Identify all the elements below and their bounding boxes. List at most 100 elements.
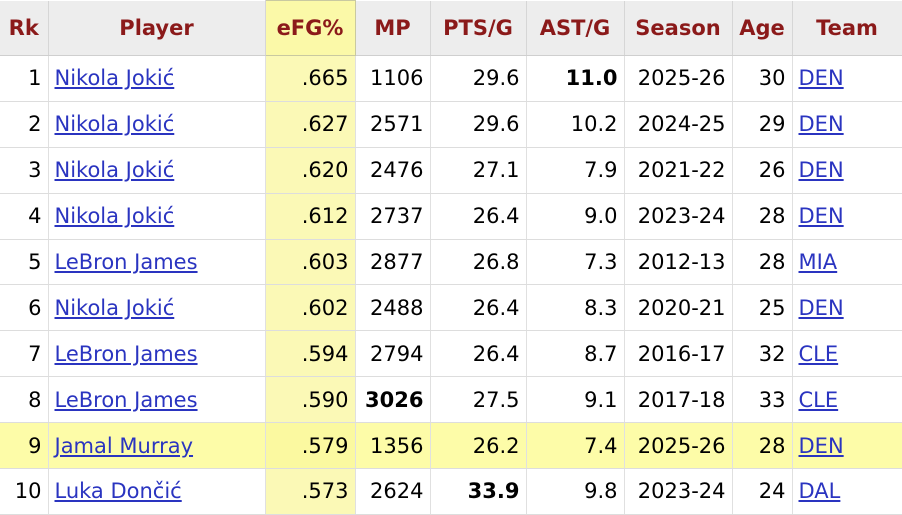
age-cell: 26: [732, 147, 793, 194]
mp-cell-leader: 3026: [355, 376, 431, 424]
header-efg-sorted[interactable]: eFG%: [264, 0, 356, 56]
season-cell: 2017-18: [624, 376, 733, 424]
header-pts-per-game[interactable]: PTS/G: [430, 0, 527, 56]
efg-cell: .594: [265, 330, 356, 378]
rank-cell: 1: [0, 55, 49, 102]
table-row-highlighted: 9 Jamal Murray .579 1356 26.2 7.4 2025-2…: [0, 422, 902, 470]
player-link[interactable]: LeBron James: [54, 387, 198, 412]
team-link[interactable]: MIA: [798, 250, 838, 274]
team-link[interactable]: DAL: [798, 479, 841, 504]
pts-cell: 27.1: [430, 147, 527, 194]
mp-cell: 2794: [355, 330, 431, 378]
age-cell: 28: [732, 422, 793, 470]
pts-cell: 26.4: [430, 284, 527, 332]
ast-cell: 9.8: [526, 468, 625, 515]
pts-cell: 29.6: [430, 101, 527, 148]
player-link[interactable]: Nikola Jokić: [54, 204, 175, 229]
player-link[interactable]: Luka Dončić: [54, 479, 182, 504]
rank-cell: 5: [0, 239, 49, 286]
age-cell: 29: [732, 101, 793, 148]
rank-cell: 9: [0, 422, 49, 470]
season-cell: 2023-24: [624, 468, 733, 515]
rank-cell: 2: [0, 101, 49, 148]
ast-cell: 7.9: [526, 147, 625, 194]
season-cell: 2020-21: [624, 284, 733, 332]
team-link[interactable]: DEN: [798, 158, 844, 183]
efg-cell: .665: [265, 55, 356, 102]
rank-cell: 7: [0, 330, 49, 378]
rank-cell: 4: [0, 193, 49, 240]
player-link[interactable]: Nikola Jokić: [54, 158, 175, 183]
season-cell: 2021-22: [624, 147, 733, 194]
rank-cell: 3: [0, 147, 49, 194]
season-cell: 2024-25: [624, 101, 733, 148]
mp-cell: 2624: [355, 468, 431, 515]
mp-cell: 2877: [355, 239, 431, 286]
player-link[interactable]: LeBron James: [54, 341, 198, 366]
mp-cell: 2488: [355, 284, 431, 332]
ast-cell: 8.7: [526, 330, 625, 378]
team-link[interactable]: DEN: [798, 112, 844, 137]
mp-cell: 1106: [355, 55, 431, 102]
table-row: 3 Nikola Jokić .620 2476 27.1 7.9 2021-2…: [0, 147, 902, 194]
header-rk[interactable]: Rk: [0, 0, 49, 56]
team-link[interactable]: DEN: [798, 433, 844, 458]
pts-cell-leader: 33.9: [430, 468, 527, 515]
team-link[interactable]: CLE: [798, 387, 839, 412]
team-link[interactable]: CLE: [798, 341, 839, 366]
header-player[interactable]: Player: [48, 0, 266, 56]
table-row: 6 Nikola Jokić .602 2488 26.4 8.3 2020-2…: [0, 284, 902, 332]
table-row: 10 Luka Dončić .573 2624 33.9 9.8 2023-2…: [0, 468, 902, 515]
efg-cell: .602: [265, 284, 356, 332]
player-link[interactable]: Nikola Jokić: [54, 66, 175, 91]
pts-cell: 27.5: [430, 376, 527, 424]
team-link[interactable]: DEN: [798, 295, 844, 320]
table-row: 7 LeBron James .594 2794 26.4 8.7 2016-1…: [0, 330, 902, 378]
table-row: 2 Nikola Jokić .627 2571 29.6 10.2 2024-…: [0, 101, 902, 148]
header-row: Rk Player eFG% MP PTS/G AST/G Season Age…: [0, 0, 902, 56]
season-cell: 2025-26: [624, 422, 733, 470]
ast-cell: 7.4: [526, 422, 625, 470]
ast-cell: 9.1: [526, 376, 625, 424]
rank-cell: 6: [0, 284, 49, 332]
mp-cell: 2571: [355, 101, 431, 148]
ast-cell: 10.2: [526, 101, 625, 148]
pts-cell: 26.4: [430, 330, 527, 378]
season-cell: 2025-26: [624, 55, 733, 102]
table-row: 4 Nikola Jokić .612 2737 26.4 9.0 2023-2…: [0, 193, 902, 240]
team-link[interactable]: DEN: [798, 204, 844, 229]
header-mp[interactable]: MP: [355, 0, 431, 56]
age-cell: 28: [732, 239, 793, 286]
ast-cell: 9.0: [526, 193, 625, 240]
age-cell: 30: [732, 55, 793, 102]
header-age[interactable]: Age: [732, 0, 793, 56]
age-cell: 24: [732, 468, 793, 515]
rank-cell: 8: [0, 376, 49, 424]
season-cell: 2016-17: [624, 330, 733, 378]
player-link[interactable]: Nikola Jokić: [54, 112, 175, 137]
efg-cell: .579: [265, 422, 356, 470]
mp-cell: 1356: [355, 422, 431, 470]
header-ast-per-game[interactable]: AST/G: [526, 0, 625, 56]
age-cell: 32: [732, 330, 793, 378]
player-link[interactable]: Jamal Murray: [54, 433, 194, 458]
season-cell: 2012-13: [624, 239, 733, 286]
age-cell: 33: [732, 376, 793, 424]
mp-cell: 2476: [355, 147, 431, 194]
ast-cell-leader: 11.0: [526, 55, 625, 102]
efg-cell: .612: [265, 193, 356, 240]
header-team[interactable]: Team: [792, 0, 902, 56]
pts-cell: 29.6: [430, 55, 527, 102]
pts-cell: 26.2: [430, 422, 527, 470]
team-link[interactable]: DEN: [798, 66, 844, 91]
header-season[interactable]: Season: [624, 0, 733, 56]
table-row: 5 LeBron James .603 2877 26.8 7.3 2012-1…: [0, 239, 902, 286]
player-link[interactable]: Nikola Jokić: [54, 295, 175, 320]
ast-cell: 8.3: [526, 284, 625, 332]
season-cell: 2023-24: [624, 193, 733, 240]
player-link[interactable]: LeBron James: [54, 250, 198, 274]
table-row: 1 Nikola Jokić .665 1106 29.6 11.0 2025-…: [0, 55, 902, 102]
rank-cell: 10: [0, 468, 49, 515]
age-cell: 28: [732, 193, 793, 240]
